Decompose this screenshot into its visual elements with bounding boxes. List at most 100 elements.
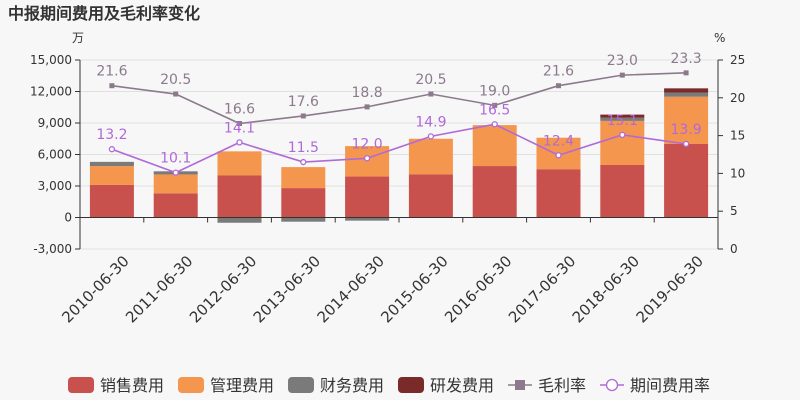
- data-label: 10.1: [160, 151, 191, 167]
- bars-layer: [89, 88, 709, 223]
- legend-label: 期间费用率: [630, 376, 710, 395]
- line-point: [682, 140, 690, 148]
- right-axis-tick-label: 15: [730, 129, 745, 143]
- x-axis-tick-label: 2013-06-30: [250, 252, 324, 326]
- left-axis-tick-label: 6,000: [38, 148, 72, 162]
- bar-segment: [217, 151, 262, 176]
- x-axis-tick-label: 2015-06-30: [377, 252, 451, 326]
- legend-marker: [605, 378, 619, 392]
- x-axis-tick-label: 2016-06-30: [441, 252, 515, 326]
- right-axis-tick-label: 25: [730, 53, 745, 67]
- x-axis-tick-label: 2017-06-30: [505, 252, 579, 326]
- data-label: 23.0: [607, 53, 638, 69]
- legend: 销售费用 管理费用 财务费用 研发费用 毛利率 期间费用率: [68, 376, 710, 395]
- bar-segment: [345, 176, 390, 218]
- right-axis-unit: %: [714, 31, 725, 45]
- bar-segment: [217, 217, 262, 223]
- left-axis-tick-label: 0: [64, 211, 72, 225]
- data-label: 16.6: [224, 102, 255, 118]
- line-point: [683, 70, 689, 76]
- line-point: [108, 146, 116, 153]
- data-label: 12.4: [543, 133, 574, 149]
- left-axis-tick-label: 15,000: [30, 53, 72, 67]
- legend-label: 管理费用: [210, 376, 274, 395]
- data-label: 16.5: [479, 102, 510, 118]
- bar-segment: [345, 217, 390, 221]
- line-point: [619, 131, 626, 138]
- x-axis-tick-label: 2011-06-30: [122, 252, 196, 326]
- bar-segment: [664, 88, 709, 93]
- line-point: [173, 91, 179, 97]
- bar-segment: [600, 120, 645, 165]
- legend-item: 销售费用: [68, 376, 164, 395]
- line-point: [428, 91, 434, 97]
- x-axis-tick-label: 2018-06-30: [569, 252, 643, 326]
- bar-segment: [408, 174, 453, 218]
- bar-segment: [281, 188, 326, 218]
- legend-item: 毛利率: [508, 376, 586, 395]
- line-point: [427, 133, 435, 140]
- left-axis-tick-label: 9,000: [38, 116, 72, 130]
- line-point: [109, 83, 115, 89]
- line-point: [236, 139, 243, 146]
- bar-segment: [408, 138, 453, 175]
- legend-swatch: [398, 377, 424, 393]
- data-label: 14.9: [415, 114, 446, 130]
- right-axis-tick-label: 10: [730, 166, 745, 180]
- line-point: [237, 121, 242, 127]
- data-label: 21.6: [96, 64, 127, 80]
- legend-label: 销售费用: [100, 376, 164, 395]
- bar-segment: [600, 165, 645, 218]
- legend-label: 研发费用: [430, 376, 494, 395]
- line-point: [492, 102, 498, 108]
- legend-swatch: [288, 377, 314, 393]
- legend-item: 研发费用: [398, 376, 494, 395]
- x-axis-tick-label: 2014-06-30: [314, 252, 388, 326]
- data-label: 20.5: [415, 72, 446, 88]
- bar-segment: [664, 96, 709, 144]
- bar-segment: [89, 161, 134, 167]
- data-label: 20.5: [160, 72, 191, 88]
- bar-segment: [89, 184, 134, 218]
- x-axis-tick-label: 2012-06-30: [186, 252, 260, 326]
- bar-segment: [89, 166, 134, 185]
- data-label: 11.5: [288, 140, 319, 156]
- legend-marker: [515, 380, 525, 390]
- bar-segment: [600, 114, 645, 118]
- x-axis-tick-label: 2019-06-30: [633, 252, 707, 326]
- bar-segment: [600, 117, 645, 121]
- lines-layer: 21.6 20.5 16.6 17.6 18.8 20.5 19.0 21.6 23.0 23.3…: [96, 51, 702, 176]
- line-point: [363, 155, 371, 162]
- line-point: [619, 72, 625, 78]
- data-label: 12.0: [352, 136, 383, 152]
- data-label: 13.2: [96, 127, 127, 143]
- line-point: [556, 83, 561, 89]
- line-point: [491, 121, 498, 128]
- right-axis-tick-label: 0: [730, 242, 738, 256]
- legend-item: 期间费用率: [600, 376, 710, 395]
- bar-segment: [664, 92, 709, 97]
- data-label: 18.8: [352, 85, 383, 101]
- bar-segment: [281, 167, 326, 189]
- right-axis-tick-label: 20: [730, 91, 745, 105]
- bar-segment: [472, 166, 517, 218]
- x-axis-tick-label: 2010-06-30: [58, 252, 132, 326]
- bar-segment: [664, 144, 709, 218]
- bar-segment: [153, 193, 198, 218]
- bar-segment: [153, 174, 198, 194]
- line-point: [300, 113, 306, 119]
- series-line: [111, 123, 687, 174]
- legend-label: 财务费用: [320, 376, 384, 395]
- data-label: 13.9: [671, 122, 702, 138]
- left-axis-tick-label: 3,000: [38, 179, 72, 193]
- right-axis-tick-label: 5: [730, 204, 738, 218]
- data-label: 17.6: [288, 94, 319, 110]
- data-label: 23.3: [671, 51, 702, 67]
- chart-title: 中报期间费用及毛利率变化: [8, 4, 200, 23]
- line-point: [300, 158, 307, 166]
- bar-segment: [217, 175, 262, 218]
- data-label: 14.1: [224, 120, 255, 136]
- legend-item: 财务费用: [288, 376, 384, 395]
